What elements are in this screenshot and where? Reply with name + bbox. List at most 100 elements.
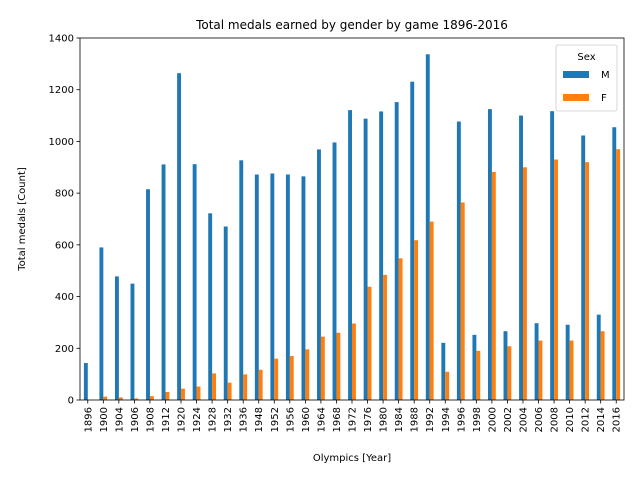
bar-F-1920	[181, 388, 185, 400]
x-tick-label: 1912	[161, 407, 172, 432]
legend-label-M: M	[601, 70, 610, 81]
x-tick-label: 1968	[332, 407, 343, 432]
bar-M-1906	[130, 283, 135, 400]
legend: Sex M F	[555, 44, 618, 112]
bar-F-1900	[103, 396, 108, 400]
bar-M-1912	[161, 164, 166, 400]
x-tick-label: 2014	[596, 407, 607, 432]
x-tick-label: 1932	[223, 407, 234, 432]
bar-F-1956	[289, 356, 294, 400]
y-tick-label: 800	[55, 189, 74, 200]
bar-F-1936	[243, 374, 248, 400]
bar-M-2006	[534, 323, 539, 400]
bar-M-2016	[612, 127, 617, 401]
bar-F-1912	[165, 391, 170, 400]
y-axis-label: Total medals [Count]	[17, 167, 28, 272]
x-tick-label: 1948	[254, 407, 265, 432]
bar-F-2010	[569, 340, 574, 400]
x-tick-label: 2016	[612, 407, 623, 432]
chart-title: Total medals earned by gender by game 18…	[195, 18, 508, 32]
bar-M-1920	[177, 73, 182, 401]
x-tick-label: 1896	[83, 407, 94, 432]
x-tick-label: 1928	[208, 407, 219, 432]
bar-M-1928	[208, 213, 213, 400]
x-tick-label: 1900	[99, 407, 110, 432]
x-tick-label: 2004	[518, 407, 529, 432]
legend-title: Sex	[577, 52, 595, 63]
bar-F-2000	[491, 171, 496, 400]
bar-M-2012	[581, 135, 586, 401]
x-axis: 1896 1900 1904 1906 1908 1912 1920 1924 1928 1932…	[83, 400, 623, 432]
bar-M-1988	[410, 81, 415, 400]
x-tick-label: 1924	[192, 407, 203, 432]
x-tick-label: 2012	[581, 407, 592, 432]
x-tick-label: 1936	[239, 407, 250, 432]
x-tick-label: 2002	[503, 407, 514, 432]
bar-M-2004	[519, 115, 523, 400]
bar-F-1996	[460, 202, 465, 400]
bar-F-1928	[212, 373, 216, 400]
bar-F-1932	[227, 382, 232, 400]
bar-M-1956	[285, 174, 290, 400]
bar-F-2012	[585, 162, 590, 400]
legend-swatch-M	[563, 71, 589, 78]
plot-area	[79, 37, 625, 401]
bar-M-1968	[332, 142, 337, 400]
x-tick-label: 1996	[456, 407, 467, 432]
bar-M-1980	[379, 111, 384, 401]
bar-F-1968	[336, 332, 341, 400]
y-tick-label: 200	[55, 344, 74, 355]
y-tick-label: 0	[68, 396, 74, 407]
bar-F-2016	[616, 149, 621, 400]
bar-M-1904	[114, 276, 119, 400]
bar-F-1988	[414, 240, 419, 400]
bar-M-1948	[254, 174, 259, 400]
bar-F-1992	[429, 221, 434, 400]
y-tick-label: 1200	[49, 85, 74, 96]
x-tick-label: 1994	[441, 407, 452, 432]
x-tick-label: 1908	[145, 407, 156, 432]
bar-M-1896	[83, 363, 88, 400]
bar-F-1904	[118, 397, 123, 400]
legend-swatch-F	[563, 94, 589, 101]
bar-F-1908	[149, 396, 154, 400]
x-tick-label: 1920	[177, 407, 188, 432]
bar-M-1908	[146, 189, 150, 400]
bar-M-2014	[596, 314, 601, 400]
bar-F-2006	[538, 340, 543, 400]
bar-F-1976	[367, 286, 372, 400]
y-tick-label: 400	[55, 292, 74, 303]
bar-M-1924	[192, 164, 197, 400]
x-axis-label: Olympics [Year]	[313, 453, 391, 464]
x-tick-label: 1972	[348, 407, 359, 432]
x-tick-label: 2006	[534, 407, 545, 432]
y-tick-label: 600	[55, 240, 74, 251]
x-tick-label: 1980	[379, 407, 390, 432]
x-tick-label: 2008	[550, 407, 561, 432]
y-tick-label: 1000	[49, 137, 74, 148]
x-tick-label: 1956	[285, 407, 296, 432]
bar-F-1948	[258, 369, 263, 400]
bar-M-1936	[239, 160, 244, 400]
bar-F-1906	[134, 398, 139, 400]
x-tick-label: 2010	[565, 407, 576, 432]
bar-F-1984	[398, 258, 403, 400]
bar-F-1960	[305, 349, 310, 400]
bar-F-2004	[522, 167, 527, 400]
x-tick-label: 1960	[301, 407, 312, 432]
bar-M-1992	[425, 54, 430, 400]
bar-M-1998	[472, 334, 477, 400]
bar-M-1952	[270, 173, 275, 400]
bar-F-2014	[600, 331, 605, 400]
x-tick-label: 1964	[316, 407, 327, 432]
bar-M-1964	[317, 149, 321, 400]
bar-F-1952	[274, 358, 279, 400]
x-tick-label: 1998	[472, 407, 483, 432]
x-tick-label: 1906	[130, 407, 141, 432]
bar-F-1998	[476, 350, 481, 400]
bar-M-1994	[441, 342, 446, 400]
legend-label-F: F	[601, 93, 607, 104]
x-tick-label: 1988	[410, 407, 421, 432]
bar-M-1976	[363, 118, 368, 401]
